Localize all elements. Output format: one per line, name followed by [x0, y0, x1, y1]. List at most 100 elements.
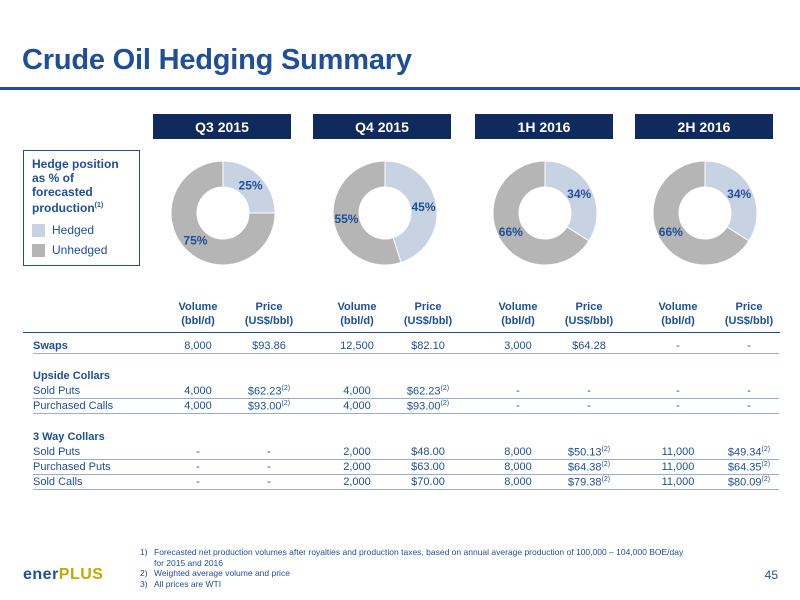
volume-cell: 4,000: [343, 400, 371, 412]
price-cell: $50.13(2): [567, 446, 611, 459]
period-header-1h-2016: 1H 2016: [475, 114, 613, 139]
volume-cell: 8,000: [184, 340, 212, 352]
table-row: Purchased Puts - - 2,000 $63.00 8,000 $64.38(2…: [33, 460, 779, 475]
volume-cell: 4,000: [184, 400, 212, 412]
price-cell: $48.00: [411, 446, 445, 458]
unhedged-slice: [492, 160, 590, 266]
header-divider: [23, 332, 780, 333]
volume-cell: -: [676, 400, 680, 412]
unhedged-slice: [332, 160, 402, 266]
period-header-q3-2015: Q3 2015: [153, 114, 291, 139]
price-cell: $93.00(2): [247, 400, 291, 413]
volume-cell: 11,000: [661, 446, 695, 458]
volume-cell: -: [196, 476, 200, 488]
price-cell: $62.23(2): [406, 385, 450, 398]
footnote: 2) Weighted average volume and price: [140, 568, 290, 578]
volume-column-header: Volume (bbl/d): [178, 301, 218, 327]
volume-column-header: Volume (bbl/d): [337, 301, 377, 327]
footnote: 1) Forecasted net production volumes afte…: [140, 547, 684, 557]
row-label: Swaps: [33, 340, 68, 352]
price-cell: -: [267, 446, 271, 458]
volume-cell: 8,000: [504, 446, 532, 458]
price-cell: $64.35(2): [727, 461, 771, 474]
price-column-header: Price (US$/bbl): [724, 301, 774, 327]
section-heading: Upside Collars: [33, 370, 111, 382]
volume-cell: 4,000: [343, 385, 371, 397]
price-cell: -: [267, 476, 271, 488]
unhedged-percent-label: 66%: [499, 225, 523, 239]
volume-cell: 11,000: [661, 476, 695, 488]
volume-cell: 8,000: [504, 476, 532, 488]
price-cell: $70.00: [411, 476, 445, 488]
unhedged-percent-label: 66%: [659, 225, 683, 239]
hedged-percent-label: 34%: [727, 187, 751, 201]
volume-cell: 2,000: [343, 461, 371, 473]
price-cell: $49.34(2): [727, 446, 771, 459]
volume-column-header: Volume (bbl/d): [498, 301, 538, 327]
footnotes: 1) Forecasted net production volumes afte…: [140, 547, 683, 589]
table-row: Purchased Calls 4,000 $93.00(2) 4,000 $93.00…: [33, 399, 779, 414]
legend-item-hedged: Hedged: [32, 223, 94, 237]
price-cell: -: [747, 385, 751, 397]
price-cell: -: [587, 400, 591, 412]
hedged-percent-label: 34%: [567, 187, 591, 201]
volume-cell: 12,500: [340, 340, 374, 352]
unhedged-swatch: [32, 243, 45, 257]
legend-box: Hedge position as % of forecasted produc…: [23, 150, 140, 266]
price-cell: -: [747, 400, 751, 412]
unhedged-percent-label: 55%: [334, 212, 358, 226]
price-cell: $79.38(2): [567, 476, 611, 489]
row-label: Purchased Calls: [33, 400, 114, 412]
price-cell: $82.10: [411, 340, 445, 352]
hedged-percent-label: 45%: [412, 200, 436, 214]
volume-cell: -: [516, 400, 520, 412]
page-number: 45: [764, 568, 778, 582]
table-row: Sold Puts 4,000 $62.23(2) 4,000 $62.23(2) - - -…: [33, 384, 779, 399]
volume-cell: 2,000: [343, 446, 371, 458]
unhedged-percent-label: 75%: [183, 234, 207, 248]
price-column-header: Price (US$/bbl): [564, 301, 614, 327]
row-label: Purchased Puts: [33, 461, 111, 473]
table-row: Swaps 8,000 $93.86 12,500 $82.10 3,000 $64.28 -…: [33, 339, 779, 354]
volume-cell: -: [196, 461, 200, 473]
period-header-2h-2016: 2H 2016: [635, 114, 773, 139]
period-header-q4-2015: Q4 2015: [313, 114, 451, 139]
hedged-slice: [704, 160, 758, 242]
unhedged-slice: [652, 160, 750, 266]
footnote: for 2015 and 2016: [154, 557, 224, 568]
price-cell: $93.00(2): [406, 400, 450, 413]
row-label: Sold Puts: [33, 385, 81, 397]
price-cell: -: [587, 385, 591, 397]
enerplus-logo: enerPLUS: [23, 566, 104, 583]
volume-column-header: Volume (bbl/d): [658, 301, 698, 327]
volume-cell: 2,000: [343, 476, 371, 488]
price-column-header: Price (US$/bbl): [244, 301, 294, 327]
volume-cell: -: [676, 385, 680, 397]
footnote: 3) All prices are WTI: [140, 578, 222, 589]
hedged-swatch: [32, 223, 45, 237]
price-cell: -: [267, 461, 271, 473]
donut-chart-2h-2016: 34% 66%: [652, 160, 758, 266]
hedged-percent-label: 25%: [239, 178, 263, 192]
hedged-slice: [384, 160, 438, 264]
title-rule: [0, 87, 800, 90]
volume-cell: 4,000: [184, 385, 212, 397]
donut-chart-q3-2015: 25% 75%: [170, 160, 276, 266]
volume-cell: 3,000: [504, 340, 532, 352]
price-cell: $64.38(2): [567, 461, 611, 474]
volume-cell: 8,000: [504, 461, 532, 473]
volume-cell: -: [676, 340, 680, 352]
page-title: Crude Oil Hedging Summary: [22, 44, 412, 76]
price-cell: -: [747, 340, 751, 352]
row-label: Sold Calls: [33, 476, 83, 488]
unhedged-slice: [170, 160, 276, 266]
section-heading: 3 Way Collars: [33, 431, 105, 443]
table-row: Sold Puts - - 2,000 $48.00 8,000 $50.13(2) 11,0…: [33, 445, 779, 460]
price-cell: $93.86: [252, 340, 286, 352]
row-label: Sold Puts: [33, 446, 81, 458]
price-column-header: Price (US$/bbl): [403, 301, 453, 327]
donut-chart-q4-2015: 45% 55%: [332, 160, 438, 266]
price-cell: $62.23(2): [247, 385, 291, 398]
donut-chart-1h-2016: 34% 66%: [492, 160, 598, 266]
hedged-slice: [544, 160, 598, 242]
